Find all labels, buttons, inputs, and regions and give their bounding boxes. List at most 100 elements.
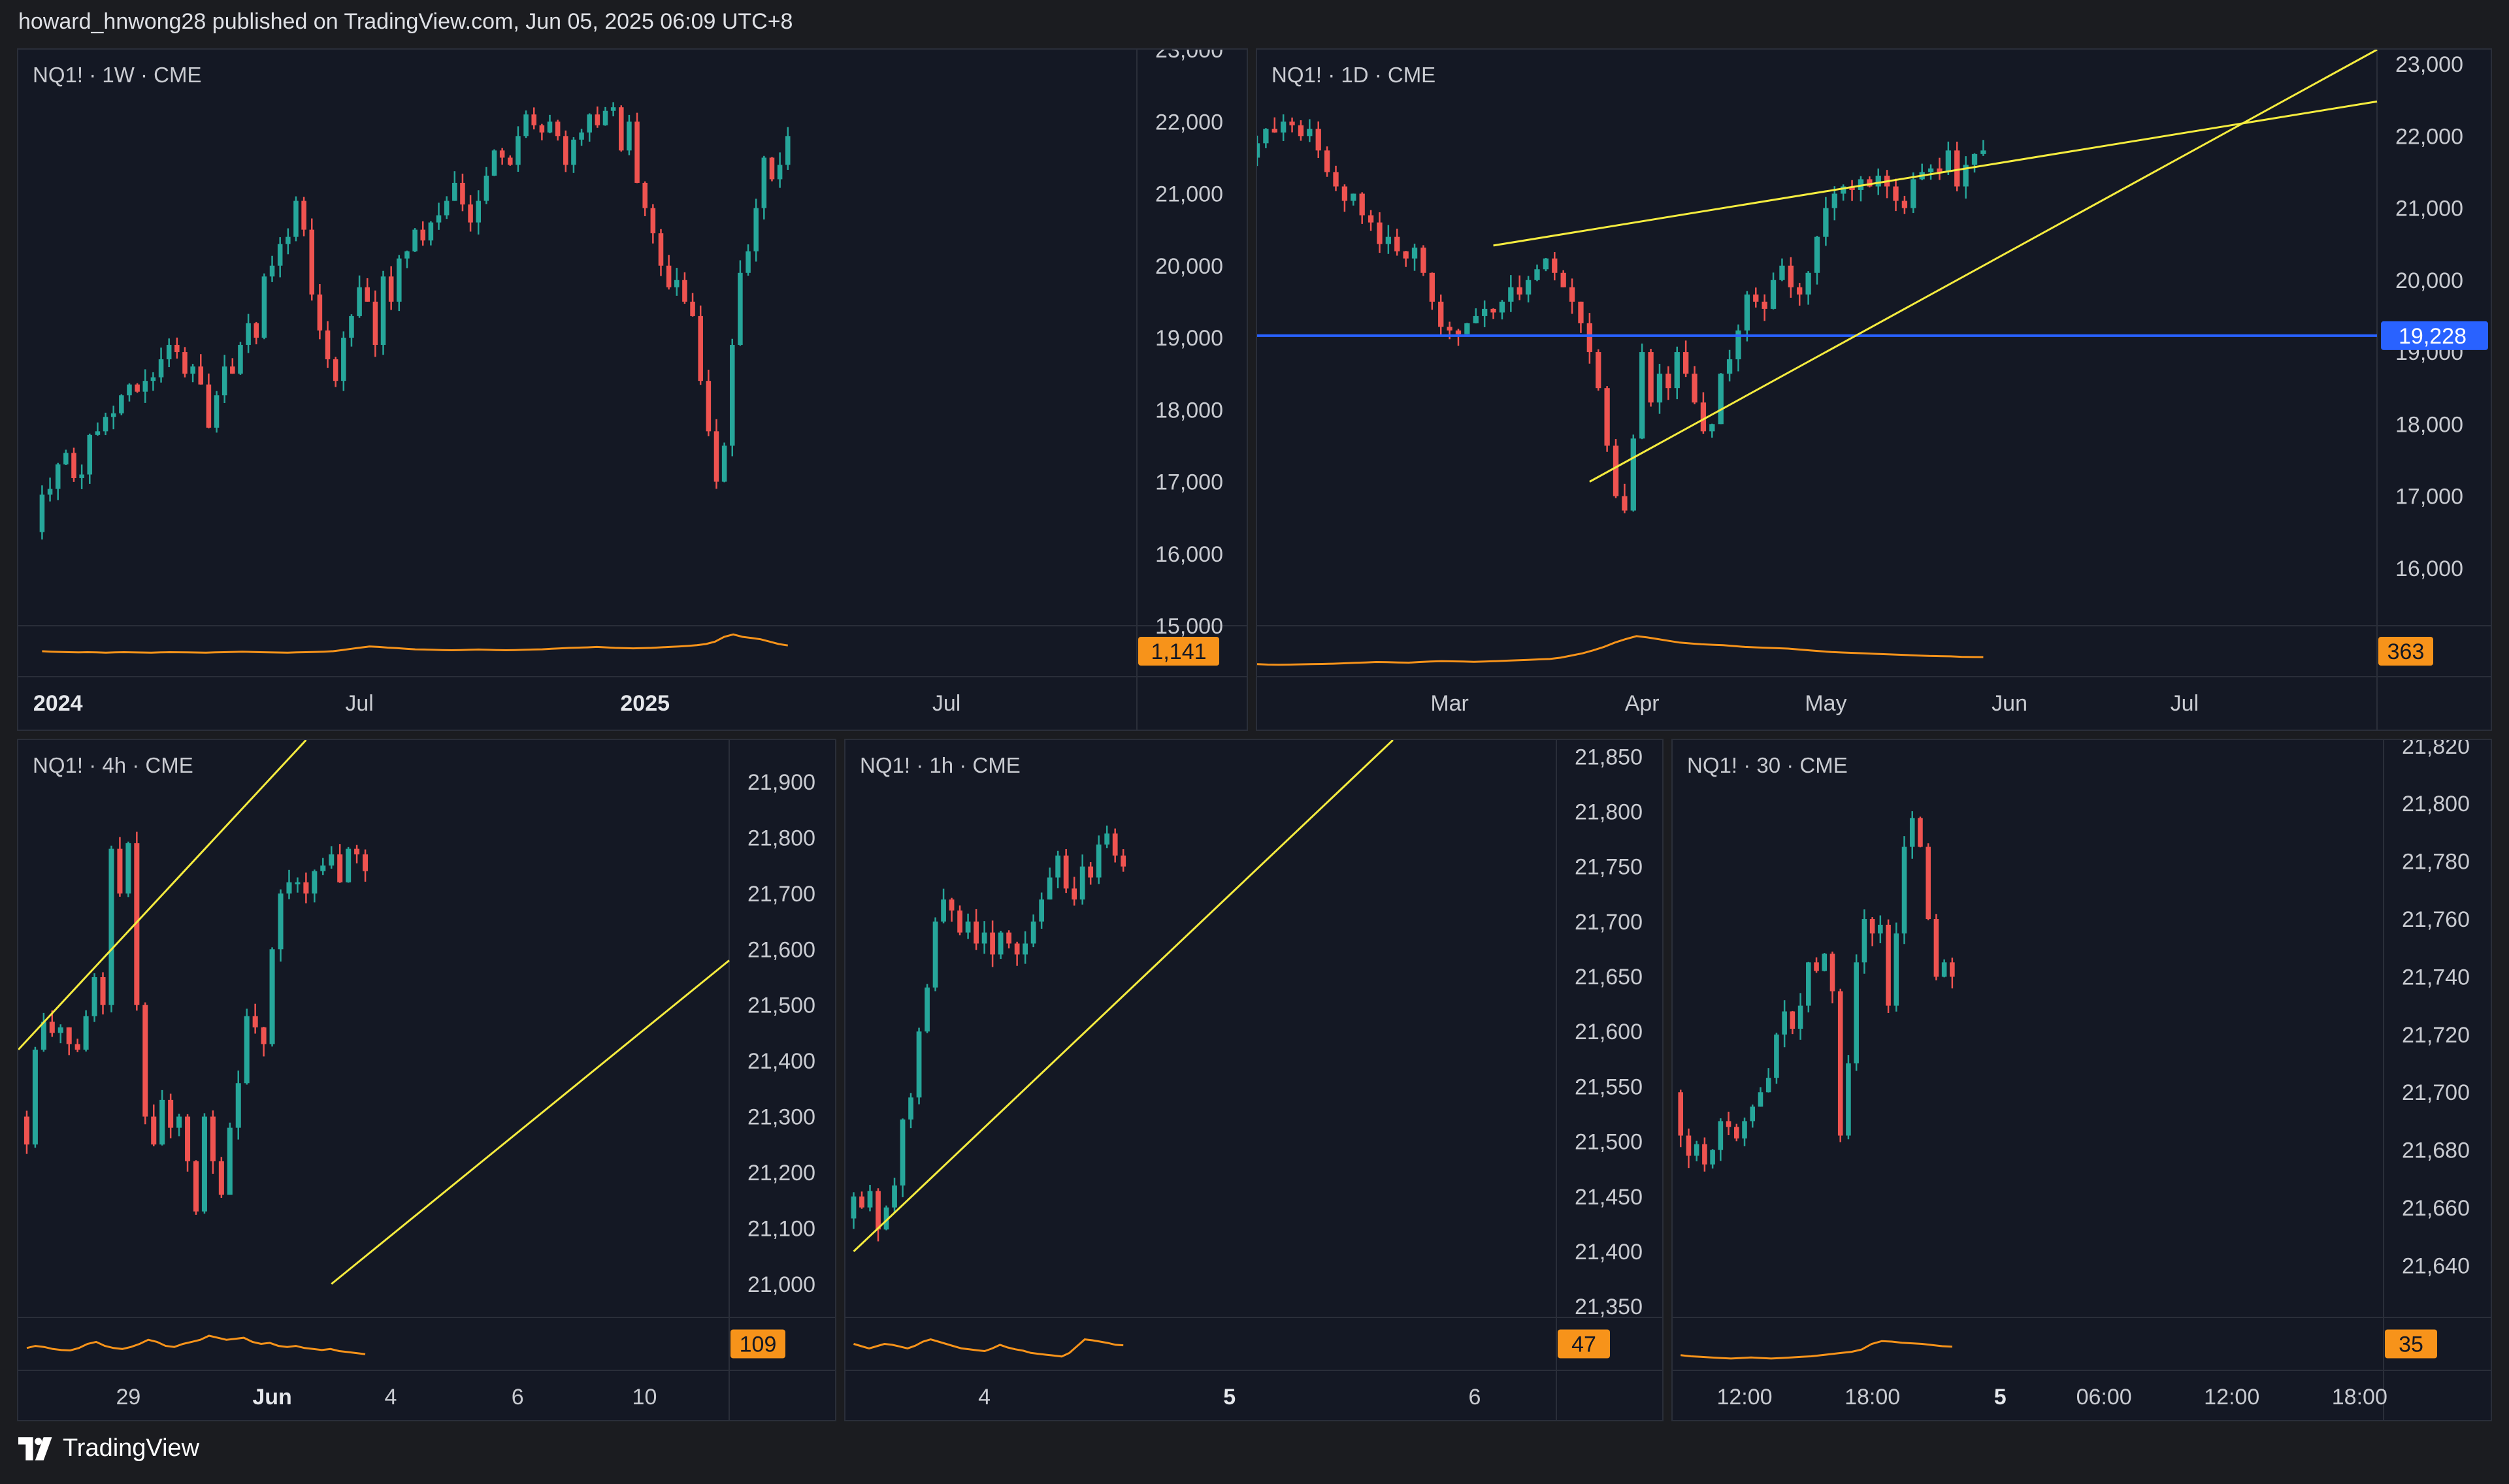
candle-up xyxy=(320,865,326,871)
tradingview-logo-icon xyxy=(18,1436,52,1460)
candle-down xyxy=(706,381,712,432)
candle-down xyxy=(135,384,140,392)
candle-up xyxy=(221,366,227,396)
candle-down xyxy=(1869,919,1875,934)
candle-up xyxy=(1894,933,1899,1006)
candle-up xyxy=(1797,1005,1803,1029)
candle-up xyxy=(1744,294,1750,331)
candle-up xyxy=(1770,280,1777,309)
candle-up xyxy=(269,949,275,1044)
candle-up xyxy=(428,222,434,241)
candle-up xyxy=(1831,193,1837,208)
candle-up xyxy=(125,843,131,894)
candle-down xyxy=(658,233,664,266)
candle-up xyxy=(277,244,283,266)
time-axis-label: 6 xyxy=(512,1385,524,1410)
candle-down xyxy=(1298,125,1304,137)
chart-4h[interactable]: 21,900 21,800 21,700 21,600 21,500 21,400 21,3… xyxy=(18,740,836,1421)
chart-30m[interactable]: 21,820 21,800 21,780 21,760 21,740 21,720 21,7… xyxy=(1673,740,2492,1421)
time-axis-label: Jul xyxy=(932,691,960,716)
candle-down xyxy=(713,431,719,482)
candle-down xyxy=(1926,847,1931,920)
candle-down xyxy=(1490,308,1496,313)
trendline[interactable] xyxy=(853,740,1394,1253)
chart-1h[interactable]: 21,850 21,800 21,750 21,700 21,650 21,600 21,5… xyxy=(845,740,1664,1421)
chart-panel-4h[interactable]: 21,900 21,800 21,700 21,600 21,500 21,400 21,3… xyxy=(17,739,836,1421)
chart-1w[interactable]: 23,000 22,000 21,000 20,000 19,000 18,000 17,0… xyxy=(18,50,1248,731)
price-tick-label: 16,000 xyxy=(1155,542,1223,567)
price-tick-label: 21,740 xyxy=(2402,965,2470,990)
trendline[interactable] xyxy=(1493,100,2378,247)
price-tick-label: 23,000 xyxy=(1155,50,1223,63)
candle-down xyxy=(531,114,536,125)
level-price-label: 19,228 xyxy=(2399,324,2467,349)
chart-panel-30m[interactable]: 21,820 21,800 21,780 21,760 21,740 21,720 21,7… xyxy=(1671,739,2492,1421)
trendline[interactable] xyxy=(1589,50,2378,483)
trendline[interactable] xyxy=(331,960,730,1285)
candle-down xyxy=(1886,924,1891,1006)
candle-up xyxy=(1823,208,1829,237)
candle-down xyxy=(769,157,775,180)
candle-down xyxy=(1726,1121,1731,1127)
candle-up xyxy=(1750,1106,1756,1121)
candle-down xyxy=(1420,248,1426,273)
candle-up xyxy=(158,359,164,378)
time-axis-label: Jul xyxy=(2171,691,2199,716)
candle-up xyxy=(627,121,632,151)
price-tick-label: 21,000 xyxy=(2395,197,2463,221)
chart-1d[interactable]: 23,00022,00021,00020,00019,00018,00017,0… xyxy=(1257,50,2492,731)
candle-down xyxy=(1901,201,1908,208)
candle-up xyxy=(63,453,69,465)
candle-down xyxy=(508,157,513,165)
price-tick-label: 21,700 xyxy=(1575,910,1643,935)
price-tick-label: 17,000 xyxy=(2395,485,2463,509)
candle-up xyxy=(1508,287,1514,302)
candle-up xyxy=(95,431,101,435)
price-tick-label: 21,800 xyxy=(747,826,815,850)
price-tick-label: 21,850 xyxy=(1575,745,1643,769)
time-axis-label: 4 xyxy=(384,1385,397,1410)
candle-up xyxy=(1742,1121,1747,1138)
footer-brand[interactable]: TradingView xyxy=(18,1434,199,1462)
chart-panel-1w[interactable]: 23,000 22,000 21,000 20,000 19,000 18,000 17,0… xyxy=(17,48,1248,731)
candle-up xyxy=(87,434,93,475)
trendline[interactable] xyxy=(18,740,307,1051)
candle-up xyxy=(1281,121,1287,133)
candle-down xyxy=(261,1027,267,1044)
candle-up xyxy=(900,1119,906,1186)
candle-up xyxy=(1710,1150,1715,1165)
candle-up xyxy=(436,215,442,223)
price-tick-label: 21,550 xyxy=(1575,1074,1643,1099)
candle-down xyxy=(957,910,962,933)
chart-panel-1d[interactable]: 23,000 22,000 21,000 20,000 19,000 18,000 17,0… xyxy=(1256,48,2492,731)
candle-up xyxy=(1782,1011,1787,1035)
price-tick-label: 21,350 xyxy=(1575,1295,1643,1319)
chart-panel-1h[interactable]: 21,850 21,800 21,750 21,700 21,650 21,600 21,5… xyxy=(844,739,1664,1421)
candle-up xyxy=(981,932,987,944)
candle-up xyxy=(1846,1063,1851,1136)
candle-up xyxy=(47,489,53,495)
oscillator-value-label: 47 xyxy=(1571,1332,1596,1357)
candle-down xyxy=(1648,352,1654,403)
candle-up xyxy=(412,229,418,251)
candle-down xyxy=(49,1022,55,1033)
candle-up xyxy=(1263,129,1269,144)
price-tick-label: 21,100 xyxy=(747,1216,815,1241)
candle-down xyxy=(1315,129,1321,151)
price-tick-label: 20,000 xyxy=(1155,254,1223,279)
candle-up xyxy=(1096,844,1102,878)
candle-down xyxy=(1394,236,1400,251)
candle-up xyxy=(1718,1121,1724,1150)
price-tick-label: 21,500 xyxy=(1575,1130,1643,1155)
candle-down xyxy=(142,1005,148,1117)
price-tick-label: 18,000 xyxy=(2395,412,2463,437)
candle-down xyxy=(990,932,995,955)
candle-down xyxy=(198,366,204,385)
candle-up xyxy=(39,494,45,532)
candle-down xyxy=(1271,129,1277,133)
time-axis-label: 18:00 xyxy=(1845,1385,1900,1410)
candle-up xyxy=(1945,150,1952,172)
price-tick-label: 21,450 xyxy=(1575,1185,1643,1210)
candle-down xyxy=(325,330,331,360)
candle-down xyxy=(24,1116,29,1145)
